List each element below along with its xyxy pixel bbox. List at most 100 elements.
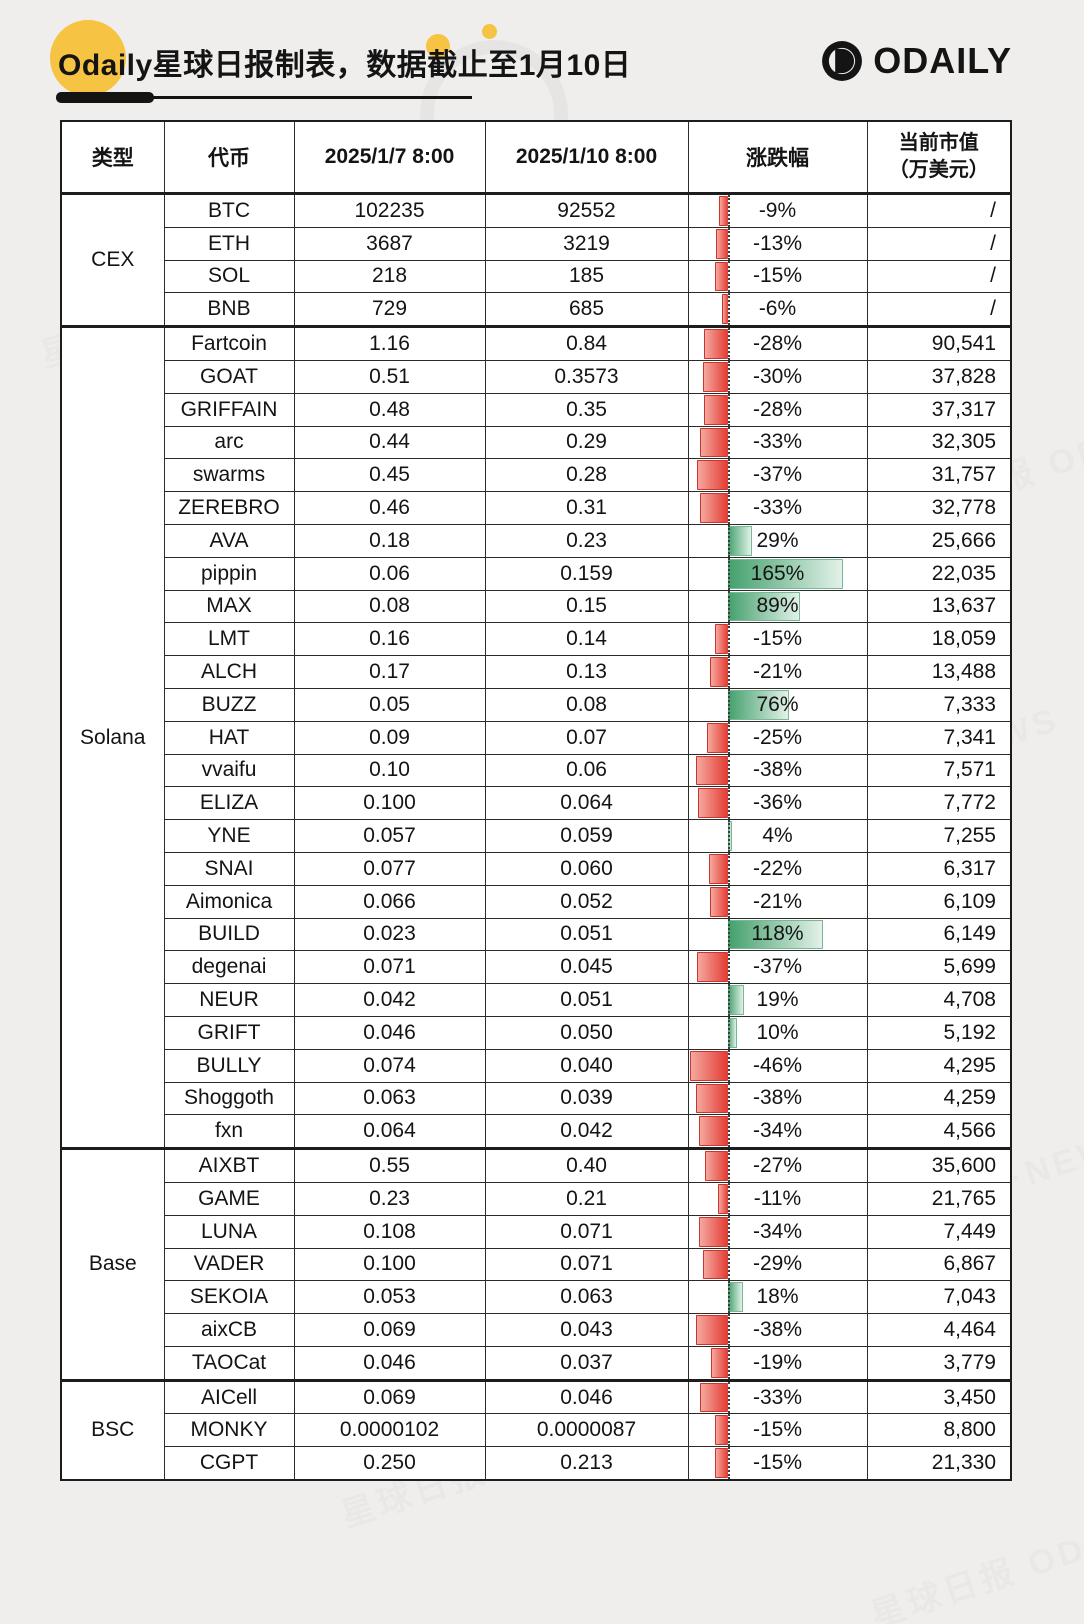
zero-baseline: [727, 260, 730, 293]
negative-change-bar: [709, 886, 728, 917]
table-row: SEKOIA 0.053 0.063 18% 7,043: [61, 1280, 1012, 1315]
negative-change-bar: [700, 427, 728, 458]
change-cell: -13%: [687, 226, 868, 261]
change-label: -15%: [752, 627, 803, 651]
token-cell: degenai: [163, 950, 295, 985]
price-jan10-cell: 0.071: [484, 1214, 689, 1249]
table-row: BSC AICell 0.069 0.046 -33% 3,450: [60, 1378, 1012, 1481]
positive-change-bar: [727, 985, 744, 1015]
change-cell: -25%: [687, 720, 868, 755]
market-cap-cell: 7,449: [866, 1214, 1012, 1249]
market-cap-cell: 4,295: [866, 1048, 1012, 1083]
price-table: 类型 代币 2025/1/7 8:00 2025/1/10 8:00 涨跌幅 当…: [60, 120, 1012, 1482]
price-jan10-cell: 0.07: [484, 720, 689, 755]
zero-baseline: [727, 1346, 730, 1379]
change-label: -15%: [752, 1451, 803, 1475]
market-cap-cell: 7,341: [866, 720, 1012, 755]
table-row: aixCB 0.069 0.043 -38% 4,464: [61, 1313, 1012, 1347]
price-jan10-cell: 0.043: [484, 1313, 689, 1347]
table-row: TAOCat 0.046 0.037 -19% 3,779: [61, 1345, 1012, 1381]
token-cell: ELIZA: [163, 786, 295, 821]
zero-baseline: [727, 1314, 730, 1346]
price-jan10-cell: 0.213: [484, 1446, 689, 1481]
token-cell: MONKY: [163, 1413, 295, 1448]
change-label: -9%: [758, 198, 797, 222]
negative-change-bar: [714, 261, 728, 292]
zero-baseline: [727, 1016, 730, 1049]
price-jan10-cell: 0.31: [484, 491, 689, 525]
price-jan10-cell: 0.08: [484, 687, 689, 722]
price-jan7-cell: 0.042: [293, 983, 486, 1017]
market-cap-cell: 5,192: [866, 1015, 1012, 1050]
negative-change-bar: [719, 196, 728, 226]
market-cap-cell: /: [866, 259, 1012, 294]
table-row: BULLY 0.074 0.040 -46% 4,295: [61, 1048, 1012, 1083]
token-cell: Shoggoth: [163, 1081, 295, 1116]
title-underline-line: [142, 96, 472, 99]
type-cell: Base: [60, 1147, 165, 1381]
table-row: ZEREBRO 0.46 0.31 -33% 32,778: [61, 491, 1012, 525]
zero-baseline: [727, 1281, 730, 1314]
col-header-date1: 2025/1/7 8:00: [293, 120, 486, 194]
price-jan10-cell: 92552: [484, 192, 689, 228]
price-jan7-cell: 0.23: [293, 1181, 486, 1216]
negative-change-bar: [714, 624, 728, 655]
price-jan7-cell: 0.064: [293, 1114, 486, 1150]
zero-baseline: [727, 293, 730, 326]
change-label: -13%: [752, 231, 803, 255]
zero-baseline: [727, 885, 730, 918]
price-jan7-cell: 0.09: [293, 720, 486, 755]
change-cell: -33%: [687, 425, 868, 460]
token-cell: fxn: [163, 1114, 295, 1150]
market-cap-cell: 37,828: [866, 359, 1012, 394]
table-body: CEX BTC 102235 92552 -9% / ETH 3687 3219 -13% / SOL…: [60, 191, 1012, 1481]
zero-baseline: [727, 459, 730, 492]
price-jan10-cell: 0.23: [484, 523, 689, 558]
token-cell: GRIFT: [163, 1015, 295, 1050]
table-row: VADER 0.100 0.071 -29% 6,867: [61, 1247, 1012, 1282]
zero-baseline: [727, 1414, 730, 1447]
price-jan10-cell: 0.3573: [484, 359, 689, 394]
zero-baseline: [727, 754, 730, 787]
price-jan10-cell: 0.0000087: [484, 1413, 689, 1448]
col-header-type: 类型: [60, 120, 165, 194]
table-row: CEX BTC 102235 92552 -9% /: [60, 191, 1012, 328]
market-cap-cell: 6,867: [866, 1247, 1012, 1282]
title-accent-circle: [50, 20, 126, 96]
change-cell: -38%: [687, 1081, 868, 1116]
price-jan10-cell: 0.052: [484, 884, 689, 919]
type-cell: BSC: [60, 1378, 165, 1481]
change-cell: -33%: [687, 491, 868, 525]
accent-dot-small: [482, 24, 497, 39]
market-cap-cell: 7,255: [866, 819, 1012, 853]
change-cell: -11%: [687, 1181, 868, 1216]
table-row: arc 0.44 0.29 -33% 32,305: [61, 425, 1012, 460]
price-jan10-cell: 0.050: [484, 1015, 689, 1050]
change-label: -21%: [752, 889, 803, 913]
token-cell: BUILD: [163, 917, 295, 952]
token-cell: HAT: [163, 720, 295, 755]
change-label: -25%: [752, 725, 803, 749]
market-cap-cell: 32,778: [866, 491, 1012, 525]
table-row: ETH 3687 3219 -13% /: [61, 226, 1012, 261]
table-row: fxn 0.064 0.042 -34% 4,566: [61, 1114, 1012, 1150]
negative-change-bar: [711, 1347, 728, 1378]
table-row: CGPT 0.250 0.213 -15% 21,330: [61, 1446, 1012, 1481]
table-row: GRIFT 0.046 0.050 10% 5,192: [61, 1015, 1012, 1050]
negative-change-bar: [704, 1151, 728, 1181]
change-cell: 76%: [687, 687, 868, 722]
token-cell: BTC: [163, 192, 295, 228]
page-title: Odaily星球日报制表，数据截止至1月10日: [58, 49, 632, 82]
title-underline-bar: [56, 92, 154, 103]
token-cell: BUZZ: [163, 687, 295, 722]
price-jan7-cell: 0.08: [293, 589, 486, 624]
change-label: 76%: [756, 692, 799, 716]
price-jan7-cell: 0.44: [293, 425, 486, 460]
zero-baseline: [727, 426, 730, 459]
change-cell: -21%: [687, 884, 868, 919]
change-cell: -28%: [687, 392, 868, 427]
zero-baseline: [727, 623, 730, 656]
price-jan10-cell: 0.28: [484, 458, 689, 493]
table-row: ELIZA 0.100 0.064 -36% 7,772: [61, 786, 1012, 821]
price-jan7-cell: 102235: [293, 192, 486, 228]
